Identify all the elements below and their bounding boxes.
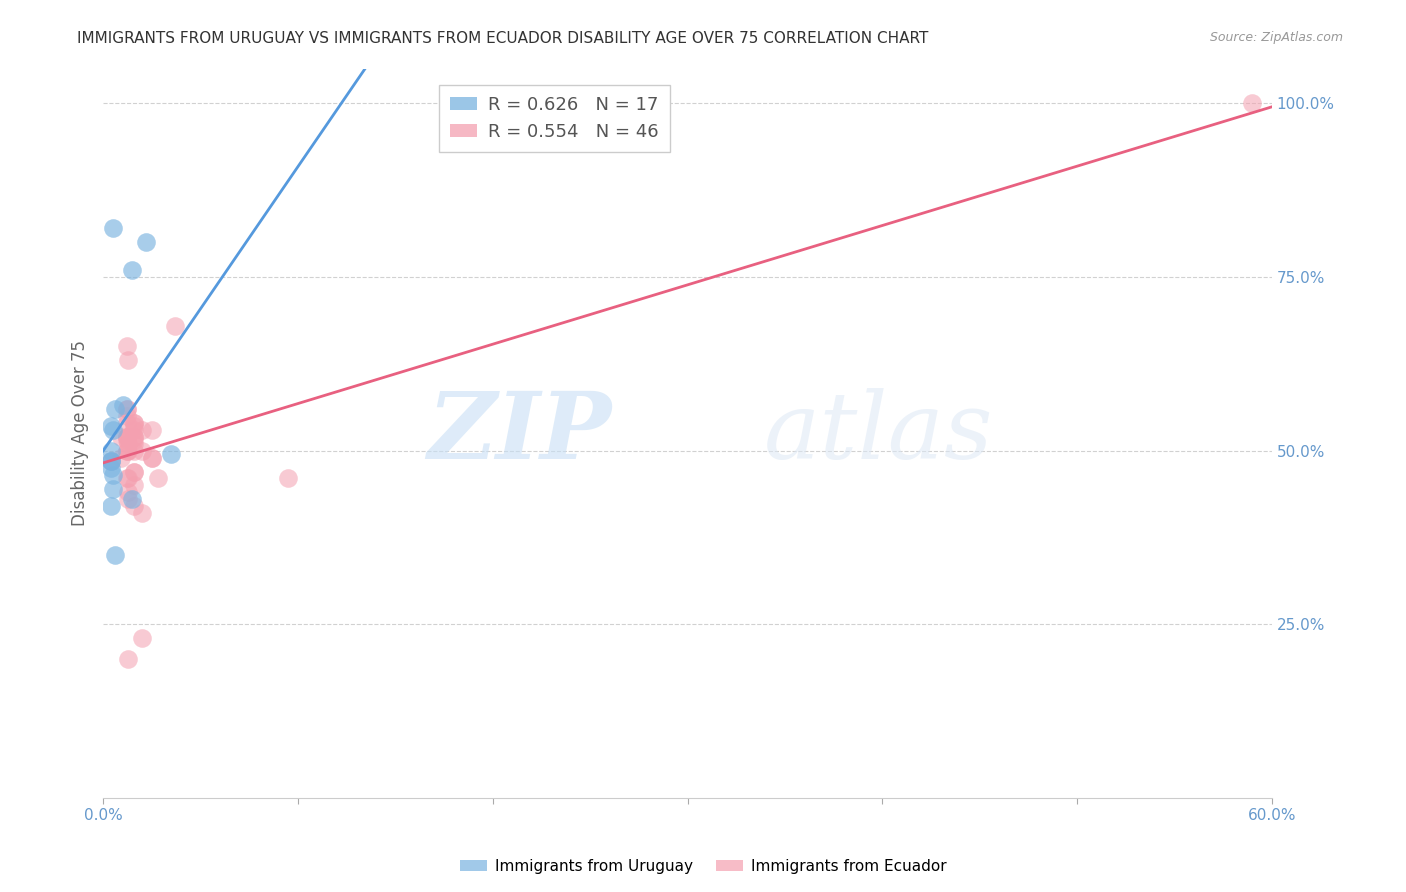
- Point: [124, 423, 146, 437]
- Point: [131, 506, 153, 520]
- Point: [100, 454, 122, 468]
- Point: [111, 399, 134, 413]
- Point: [117, 443, 139, 458]
- Point: [131, 423, 153, 437]
- Point: [141, 423, 163, 437]
- Point: [115, 443, 138, 458]
- Point: [146, 471, 169, 485]
- Legend: Immigrants from Uruguay, Immigrants from Ecuador: Immigrants from Uruguay, Immigrants from…: [454, 853, 952, 880]
- Point: [124, 465, 146, 479]
- Point: [115, 430, 138, 444]
- Point: [104, 401, 127, 416]
- Point: [131, 443, 153, 458]
- Point: [117, 652, 139, 666]
- Point: [115, 430, 138, 444]
- Point: [124, 419, 146, 434]
- Point: [115, 471, 138, 485]
- Point: [121, 263, 143, 277]
- Point: [141, 450, 163, 465]
- Point: [115, 430, 138, 444]
- Point: [124, 443, 146, 458]
- Point: [117, 353, 139, 368]
- Point: [101, 423, 124, 437]
- Point: [100, 500, 122, 514]
- Text: Source: ZipAtlas.com: Source: ZipAtlas.com: [1209, 31, 1343, 45]
- Point: [117, 492, 139, 507]
- Point: [115, 443, 138, 458]
- Point: [117, 436, 139, 450]
- Point: [100, 461, 122, 475]
- Point: [124, 416, 146, 430]
- Point: [277, 471, 299, 485]
- Point: [124, 436, 146, 450]
- Point: [124, 500, 146, 514]
- Point: [121, 492, 143, 507]
- Point: [1241, 96, 1264, 111]
- Point: [110, 430, 132, 444]
- Point: [115, 416, 138, 430]
- Point: [115, 434, 138, 448]
- Y-axis label: Disability Age Over 75: Disability Age Over 75: [72, 340, 89, 526]
- Point: [104, 548, 127, 562]
- Point: [101, 467, 124, 482]
- Point: [117, 485, 139, 500]
- Point: [124, 430, 146, 444]
- Text: atlas: atlas: [763, 388, 993, 478]
- Point: [124, 465, 146, 479]
- Point: [115, 401, 138, 416]
- Point: [100, 454, 122, 468]
- Point: [165, 318, 187, 333]
- Point: [141, 450, 163, 465]
- Point: [135, 235, 157, 250]
- Point: [101, 482, 124, 496]
- Point: [131, 632, 153, 646]
- Text: IMMIGRANTS FROM URUGUAY VS IMMIGRANTS FROM ECUADOR DISABILITY AGE OVER 75 CORREL: IMMIGRANTS FROM URUGUAY VS IMMIGRANTS FR…: [77, 31, 929, 46]
- Point: [124, 478, 146, 492]
- Point: [117, 471, 139, 485]
- Point: [110, 450, 132, 465]
- Point: [124, 430, 146, 444]
- Point: [115, 409, 138, 423]
- Point: [115, 401, 138, 416]
- Point: [124, 434, 146, 448]
- Point: [160, 447, 183, 461]
- Point: [115, 339, 138, 353]
- Point: [100, 443, 122, 458]
- Point: [101, 221, 124, 235]
- Point: [100, 454, 122, 468]
- Legend: R = 0.626   N = 17, R = 0.554   N = 46: R = 0.626 N = 17, R = 0.554 N = 46: [440, 85, 669, 152]
- Point: [100, 419, 122, 434]
- Point: [124, 416, 146, 430]
- Text: ZIP: ZIP: [427, 388, 612, 478]
